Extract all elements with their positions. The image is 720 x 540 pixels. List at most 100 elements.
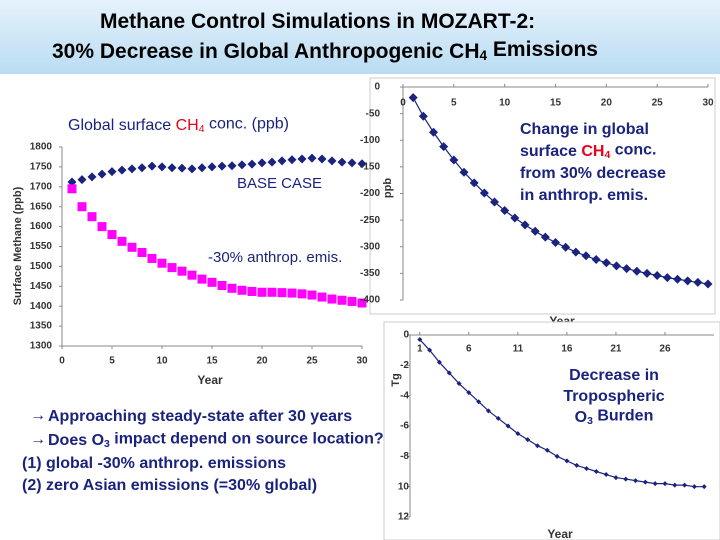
x-tick-label: 25 bbox=[652, 98, 664, 109]
bullet: Approaching steady-state after 30 years bbox=[48, 408, 352, 425]
marker bbox=[703, 279, 713, 289]
x-tick-label: 11 bbox=[513, 344, 524, 355]
marker bbox=[217, 161, 227, 171]
chart-note: Tropospheric bbox=[563, 388, 664, 405]
marker bbox=[247, 286, 257, 296]
marker bbox=[642, 268, 652, 278]
slide-title-part: 4 bbox=[480, 48, 488, 63]
marker bbox=[197, 274, 207, 284]
marker bbox=[500, 206, 510, 216]
marker bbox=[187, 270, 197, 280]
marker bbox=[347, 158, 357, 168]
chart-note: in anthrop. emis. bbox=[520, 187, 648, 204]
marker bbox=[613, 475, 619, 481]
chart-note-part: Burden bbox=[593, 408, 653, 425]
chart-note: surface CH4​ conc. bbox=[520, 142, 657, 161]
x-tick-label: 20 bbox=[256, 356, 268, 367]
marker bbox=[317, 292, 327, 302]
marker bbox=[476, 399, 482, 405]
x-tick-label: 26 bbox=[659, 344, 671, 355]
marker bbox=[107, 230, 117, 240]
chart-note-part: 4 bbox=[604, 150, 610, 161]
x-tick-label: 16 bbox=[561, 344, 573, 355]
marker bbox=[87, 212, 97, 222]
bullet-part: impact depend on source location? bbox=[110, 431, 384, 448]
y-tick-label: -100 bbox=[360, 135, 380, 146]
marker bbox=[107, 167, 117, 177]
marker bbox=[357, 298, 367, 308]
marker bbox=[207, 162, 217, 172]
marker bbox=[237, 160, 247, 170]
marker bbox=[147, 161, 157, 171]
marker bbox=[227, 161, 237, 171]
slide-title: Methane Control Simulations in MOZART-2: bbox=[100, 10, 535, 33]
marker bbox=[187, 164, 197, 174]
marker bbox=[408, 93, 418, 103]
bullet-part: 3 bbox=[104, 439, 110, 450]
marker bbox=[217, 281, 227, 291]
marker bbox=[469, 178, 479, 188]
y-tick-label: -150 bbox=[360, 162, 380, 173]
x-tick-label: 5 bbox=[451, 98, 457, 109]
marker bbox=[77, 175, 87, 185]
marker bbox=[127, 242, 137, 252]
marker bbox=[662, 481, 668, 487]
y-tick-label: -350 bbox=[360, 268, 380, 279]
marker bbox=[554, 453, 560, 459]
chart-title-part: CH bbox=[176, 117, 199, 134]
chart-title-part: conc. (ppb) bbox=[205, 116, 289, 133]
bullet: (2) zero Asian emissions (=30% global) bbox=[22, 477, 317, 494]
x-tick-label: 25 bbox=[306, 356, 318, 367]
marker bbox=[691, 484, 697, 490]
header-band bbox=[0, 0, 720, 74]
marker bbox=[520, 220, 530, 230]
marker bbox=[257, 287, 267, 297]
y-tick-label: 12 bbox=[398, 512, 410, 523]
y-tick-label: 1550 bbox=[30, 241, 53, 252]
marker bbox=[652, 271, 662, 281]
marker bbox=[137, 247, 147, 257]
marker bbox=[117, 165, 127, 175]
marker bbox=[67, 184, 77, 194]
marker bbox=[197, 163, 207, 173]
y-tick-label: -200 bbox=[360, 188, 380, 199]
marker bbox=[357, 159, 367, 169]
x-tick-label: 21 bbox=[610, 344, 622, 355]
chart-title-part: 4 bbox=[199, 124, 205, 135]
marker bbox=[97, 169, 107, 179]
y-tick-label: -4 bbox=[400, 390, 409, 401]
y-tick-label: 1650 bbox=[30, 201, 53, 212]
slide-title-part: Methane Control Simulations in MOZART-2: bbox=[100, 10, 535, 33]
marker bbox=[510, 213, 520, 223]
marker bbox=[603, 472, 609, 478]
marker bbox=[287, 155, 297, 165]
marker bbox=[673, 274, 682, 284]
marker bbox=[459, 167, 469, 177]
y-tick-label: -300 bbox=[360, 241, 380, 252]
marker bbox=[267, 157, 277, 167]
marker bbox=[574, 462, 580, 468]
legend-label: -30% anthrop. emis. bbox=[208, 249, 342, 266]
slide-title-part: Emissions bbox=[487, 37, 598, 60]
marker bbox=[257, 158, 267, 168]
chart-note-part: Tropospheric bbox=[563, 388, 664, 405]
marker bbox=[67, 177, 77, 187]
marker bbox=[642, 479, 648, 485]
y-tick-label: -400 bbox=[360, 295, 380, 306]
plot-frame bbox=[383, 321, 720, 540]
marker bbox=[581, 251, 591, 261]
marker bbox=[564, 458, 570, 464]
chart-note-part: 3 bbox=[587, 416, 593, 427]
y-axis-label: Surface Methane (ppb) bbox=[12, 186, 24, 305]
slide-title: 30% Decrease in Global Anthropogenic CH4… bbox=[52, 37, 598, 62]
marker bbox=[87, 172, 97, 182]
x-tick-label: 15 bbox=[206, 356, 218, 367]
marker bbox=[157, 162, 167, 172]
marker bbox=[297, 154, 307, 164]
marker bbox=[534, 443, 540, 449]
marker bbox=[571, 247, 581, 257]
chart-title: Global surface CH4​ conc. (ppb) bbox=[68, 116, 289, 135]
marker bbox=[612, 261, 621, 271]
y-tick-label: -250 bbox=[360, 215, 380, 226]
